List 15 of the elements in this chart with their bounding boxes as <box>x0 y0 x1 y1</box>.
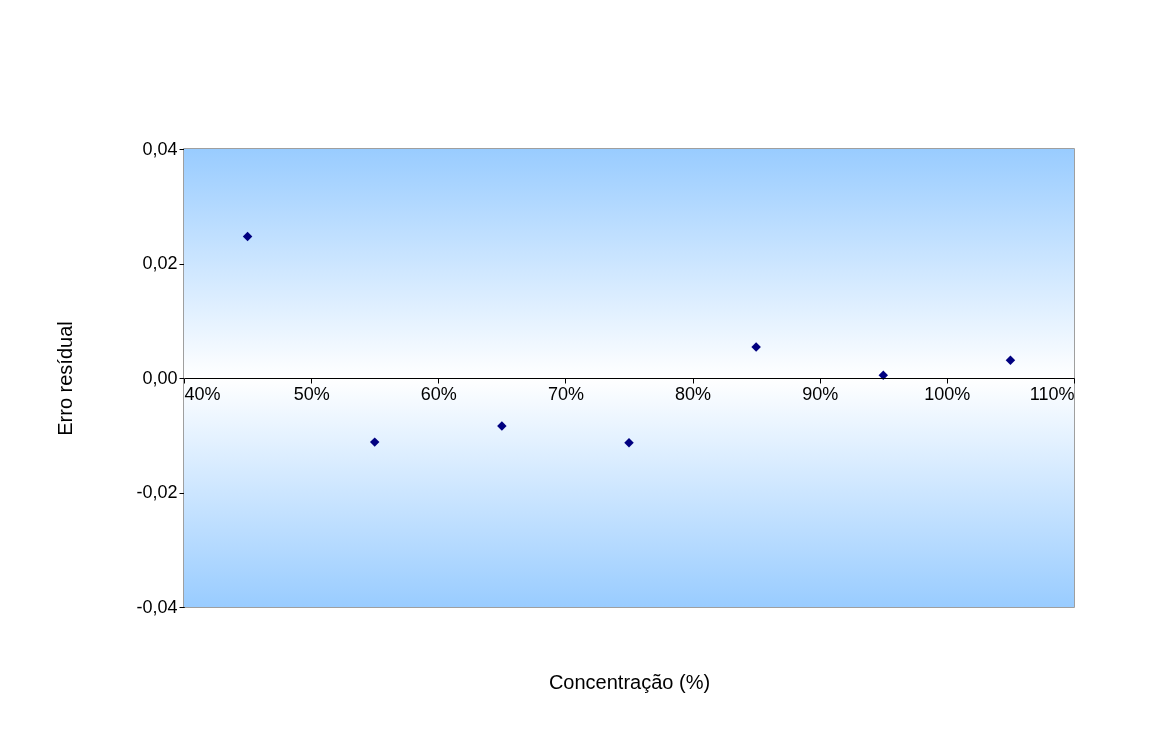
y-tick-label: 0,04 <box>142 138 178 159</box>
x-tick-label: 80% <box>675 383 712 404</box>
y-tick-label: -0,02 <box>136 482 178 502</box>
y-tick-label: 0,00 <box>142 367 178 388</box>
y-tick-label: -0,04 <box>136 596 178 617</box>
x-tick-label: 60% <box>420 383 457 404</box>
x-tick-label: 40% <box>184 383 221 404</box>
x-tick-label: 100% <box>924 383 971 404</box>
x-tick-label: 90% <box>802 383 839 404</box>
x-axis-title: Concentração (%) <box>548 670 711 693</box>
y-axis-title: Erro resídual <box>54 321 77 436</box>
x-tick-label: 70% <box>547 383 584 404</box>
x-tick-label: 50% <box>293 383 330 404</box>
y-tick-label: 0,02 <box>142 253 178 273</box>
x-tick-label: 110% <box>1029 383 1075 404</box>
